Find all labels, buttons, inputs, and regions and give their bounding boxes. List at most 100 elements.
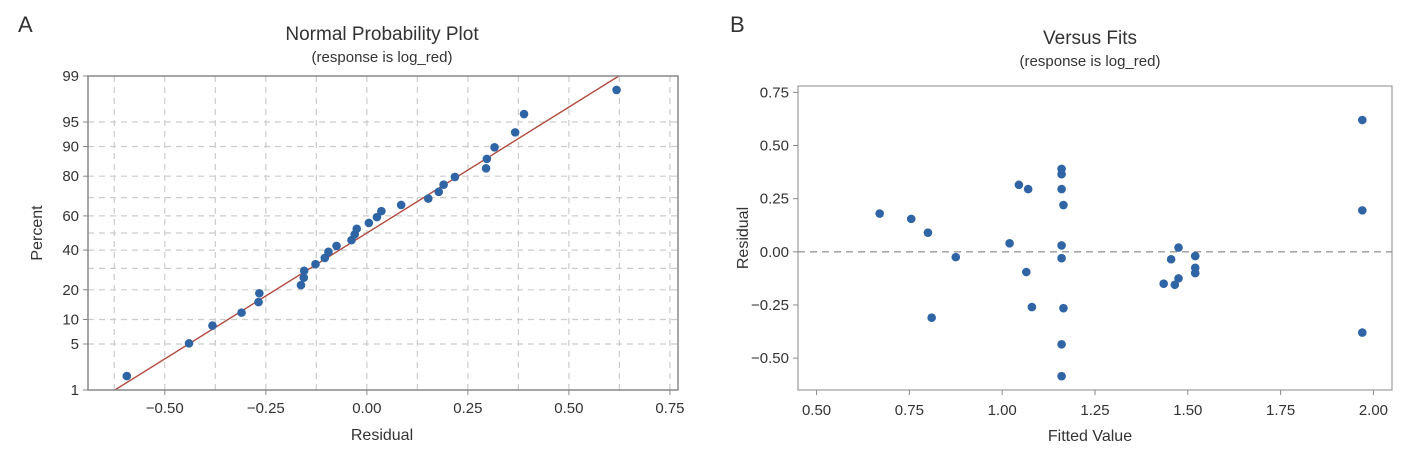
data-point (1358, 115, 1367, 125)
data-point (612, 85, 621, 95)
plot-frame (87, 75, 679, 391)
x-tick-label: 0.75 (655, 400, 684, 417)
data-point (927, 313, 936, 323)
chart-title: Versus Fits (1043, 28, 1137, 49)
x-tick-label: 0.25 (453, 400, 482, 417)
x-tick-label: 0.50 (802, 402, 831, 419)
panel-letter: A (18, 12, 33, 37)
y-tick-label: 60 (62, 208, 79, 225)
data-point (1190, 251, 1200, 261)
x-tick-label: −0.25 (247, 400, 285, 417)
y-tick-label: 20 (62, 282, 79, 299)
data-point (439, 180, 448, 189)
x-tick-label: 1.25 (1080, 402, 1109, 419)
data-point (510, 128, 520, 137)
data-point (364, 218, 374, 228)
data-point (923, 228, 933, 237)
data-point (352, 224, 362, 234)
y-tick-label: −0.50 (751, 350, 789, 367)
normal-probability-chart: A Normal Probability Plot (response is l… (18, 12, 685, 444)
y-tick-label: 95 (62, 114, 79, 131)
data-point (296, 280, 306, 290)
data-point (875, 209, 884, 218)
data-point (255, 288, 264, 298)
axis-ticks: 0.50 0.75 1.00 1.25 1.50 1.75 2.00 −0.50 −0.25 0.… (751, 84, 1388, 419)
normal-probability-panel: A Normal Probability Plot (response is l… (0, 0, 700, 459)
y-tick-label: 90 (62, 139, 79, 156)
panel-letter: B (730, 12, 745, 37)
grid (88, 76, 678, 390)
data-point (481, 164, 491, 173)
data-point (423, 194, 433, 203)
data-points (875, 115, 1367, 381)
data-point (1057, 241, 1066, 250)
data-point (1057, 184, 1066, 194)
axis-ticks: −0.50 −0.25 0.00 0.25 0.50 0.75 1 5 10 20 40 60 80 90… (62, 68, 684, 417)
y-tick-label: 99 (62, 68, 79, 85)
data-point (184, 339, 194, 348)
y-tick-label: 5 (71, 336, 79, 353)
data-point (1166, 254, 1176, 264)
data-point (372, 212, 382, 222)
data-point (1023, 184, 1033, 194)
plot-frame (797, 85, 1393, 391)
data-points (122, 85, 621, 381)
chart-title: Normal Probability Plot (285, 24, 479, 45)
y-tick-label: 1 (71, 382, 79, 399)
y-tick-label: 10 (62, 311, 79, 328)
data-point (951, 252, 961, 262)
data-point (1057, 371, 1066, 381)
x-tick-label: 0.50 (554, 400, 583, 417)
x-tick-label: 1.75 (1266, 402, 1295, 419)
data-point (122, 371, 132, 381)
data-point (434, 187, 444, 197)
data-point (1059, 200, 1068, 210)
x-axis-label: Residual (351, 427, 413, 444)
versus-fits-panel: B Versus Fits (response is log_red) Fitt… (710, 0, 1422, 459)
data-point (1057, 339, 1066, 349)
x-tick-label: 0.00 (352, 400, 381, 417)
fit-line (114, 76, 620, 390)
data-point (299, 266, 309, 276)
x-tick-label: 0.75 (895, 402, 924, 419)
x-tick-label: 2.00 (1359, 402, 1388, 419)
data-point (332, 241, 341, 251)
data-point (254, 297, 263, 307)
data-point (906, 214, 916, 224)
data-point (490, 142, 499, 152)
data-point (377, 206, 386, 216)
y-axis-label: Residual (735, 207, 752, 269)
data-point (1159, 279, 1168, 289)
y-tick-label: 80 (62, 168, 79, 185)
versus-fits-chart: B Versus Fits (response is log_red) Fitt… (730, 12, 1393, 445)
x-tick-label: 1.00 (988, 402, 1017, 419)
data-point (1059, 303, 1068, 313)
data-point (519, 109, 529, 119)
data-point (1190, 268, 1200, 278)
data-point (1027, 302, 1037, 312)
data-point (450, 172, 460, 182)
data-point (1358, 328, 1367, 337)
x-tick-label: 1.50 (1173, 402, 1202, 419)
y-axis-label: Percent (29, 205, 46, 261)
y-tick-label: 0.75 (760, 84, 789, 101)
data-point (237, 308, 246, 317)
data-point (1005, 239, 1014, 248)
data-point (311, 259, 320, 269)
data-point (1057, 169, 1066, 179)
y-tick-label: 0.00 (760, 244, 789, 261)
data-point (482, 154, 492, 164)
data-point (1358, 206, 1367, 215)
data-point (1174, 243, 1183, 252)
data-point (208, 321, 217, 330)
y-tick-label: 40 (62, 242, 79, 259)
y-tick-label: 0.25 (760, 191, 789, 208)
data-point (1057, 253, 1066, 263)
data-point (299, 273, 309, 282)
x-tick-label: −0.50 (146, 400, 184, 417)
fit-line-group (114, 76, 620, 390)
data-point (1022, 267, 1031, 277)
data-point (1174, 274, 1183, 283)
data-point (1014, 180, 1024, 190)
chart-subtitle: (response is log_red) (1020, 53, 1161, 70)
